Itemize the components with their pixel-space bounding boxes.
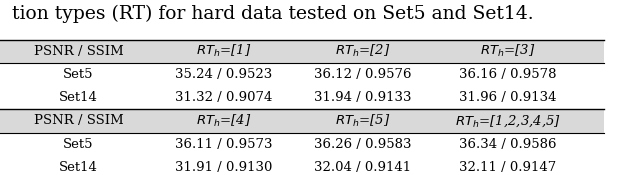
Text: $RT_h$=[4]: $RT_h$=[4]: [196, 113, 252, 129]
Text: Set5: Set5: [63, 68, 94, 81]
Text: 36.26 / 0.9583: 36.26 / 0.9583: [314, 138, 412, 151]
Text: Set14: Set14: [59, 161, 98, 174]
Text: 31.32 / 0.9074: 31.32 / 0.9074: [175, 91, 273, 104]
Text: $RT_h$=[2]: $RT_h$=[2]: [335, 43, 390, 59]
Text: 35.24 / 0.9523: 35.24 / 0.9523: [175, 68, 272, 81]
Text: tion types (RT) for hard data tested on Set5 and Set14.: tion types (RT) for hard data tested on …: [12, 5, 534, 23]
Text: 36.16 / 0.9578: 36.16 / 0.9578: [459, 68, 557, 81]
Text: 36.11 / 0.9573: 36.11 / 0.9573: [175, 138, 273, 151]
Text: $RT_h$=[5]: $RT_h$=[5]: [335, 113, 390, 129]
Text: 31.91 / 0.9130: 31.91 / 0.9130: [175, 161, 273, 174]
Text: 36.34 / 0.9586: 36.34 / 0.9586: [459, 138, 557, 151]
Text: $RT_h$=[1]: $RT_h$=[1]: [196, 43, 252, 59]
Text: $RT_h$=[1,2,3,4,5]: $RT_h$=[1,2,3,4,5]: [455, 113, 561, 129]
Text: PSNR / SSIM: PSNR / SSIM: [34, 114, 124, 127]
Text: 32.04 / 0.9141: 32.04 / 0.9141: [314, 161, 412, 174]
FancyBboxPatch shape: [0, 109, 604, 133]
FancyBboxPatch shape: [0, 40, 604, 63]
Text: PSNR / SSIM: PSNR / SSIM: [34, 45, 124, 58]
Text: 31.94 / 0.9133: 31.94 / 0.9133: [314, 91, 412, 104]
Text: 36.12 / 0.9576: 36.12 / 0.9576: [314, 68, 412, 81]
Text: 32.11 / 0.9147: 32.11 / 0.9147: [459, 161, 556, 174]
Text: $RT_h$=[3]: $RT_h$=[3]: [480, 43, 536, 59]
Text: Set5: Set5: [63, 138, 94, 151]
Text: 31.96 / 0.9134: 31.96 / 0.9134: [459, 91, 557, 104]
Text: Set14: Set14: [59, 91, 98, 104]
